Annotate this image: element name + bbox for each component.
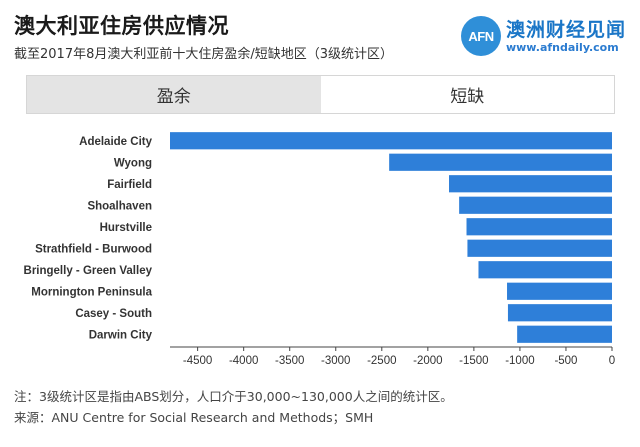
category-label: Hurstville (100, 222, 152, 234)
afn-logo: AFN 澳洲财经见闻 www.afndaily.com (460, 16, 626, 56)
category-label: Shoalhaven (87, 200, 152, 212)
bars-group (170, 132, 612, 343)
category-label: Wyong (114, 157, 152, 169)
category-labels-group: Adelaide City Wyong Fairfield Shoalhaven Hur… (24, 136, 153, 342)
category-label: Bringelly - Green Valley (24, 265, 153, 277)
logo-name: 澳洲财经见闻 (505, 18, 626, 41)
category-label: Fairfield (107, 179, 152, 191)
source-note: 来源：ANU Centre for Social Research and Me… (14, 410, 374, 425)
x-tick-label: -3500 (275, 355, 304, 367)
category-label: Darwin City (89, 329, 153, 341)
afn-logo-icon: AFN (460, 16, 501, 56)
x-tick-label: -4500 (183, 355, 212, 367)
bar-wyong (389, 153, 612, 171)
bar-casey-south (507, 304, 612, 322)
x-ticks-group: -4500 -4000 -3500 -3000 -2500 -2000 -1500 -1000… (183, 347, 615, 367)
x-tick-label: -4000 (229, 355, 258, 367)
category-label: Mornington Peninsula (31, 286, 152, 298)
surplus-shortage-tabs: 盈余 短缺 (26, 75, 615, 114)
x-tick-label: -2000 (413, 355, 442, 367)
category-label: Adelaide City (79, 136, 152, 148)
tab-shortage: 短缺 (320, 76, 614, 113)
logo-url: www.afndaily.com (505, 40, 619, 54)
bar-adelaide-city (170, 132, 612, 150)
bar-shoalhaven (459, 196, 612, 214)
bar-fairfield (449, 175, 612, 193)
x-tick-label: -2500 (367, 355, 396, 367)
bar-mornington-peninsula (507, 282, 612, 300)
footnote: 注：3级统计区是指由ABS划分，人口介于30,000~130,000人之间的统计… (14, 389, 453, 404)
x-tick-label: 0 (609, 355, 615, 367)
bar-darwin-city (517, 325, 612, 343)
chart-subtitle: 截至2017年8月澳大利亚前十大住房盈余/短缺地区（3级统计区） (14, 47, 394, 62)
x-tick-label: -1500 (459, 355, 488, 367)
chart-title: 澳大利亚住房供应情况 (14, 14, 229, 38)
x-tick-label: -3000 (321, 355, 350, 367)
bar-bringelly-green-valley (478, 261, 612, 279)
x-tick-label: -1000 (505, 355, 534, 367)
category-label: Casey - South (75, 308, 152, 320)
bar-strathfield-burwood (467, 239, 612, 257)
tab-surplus: 盈余 (27, 76, 321, 113)
category-label: Strathfield - Burwood (35, 243, 152, 255)
bar-hurstville (466, 218, 612, 236)
x-tick-label: -500 (554, 355, 577, 367)
